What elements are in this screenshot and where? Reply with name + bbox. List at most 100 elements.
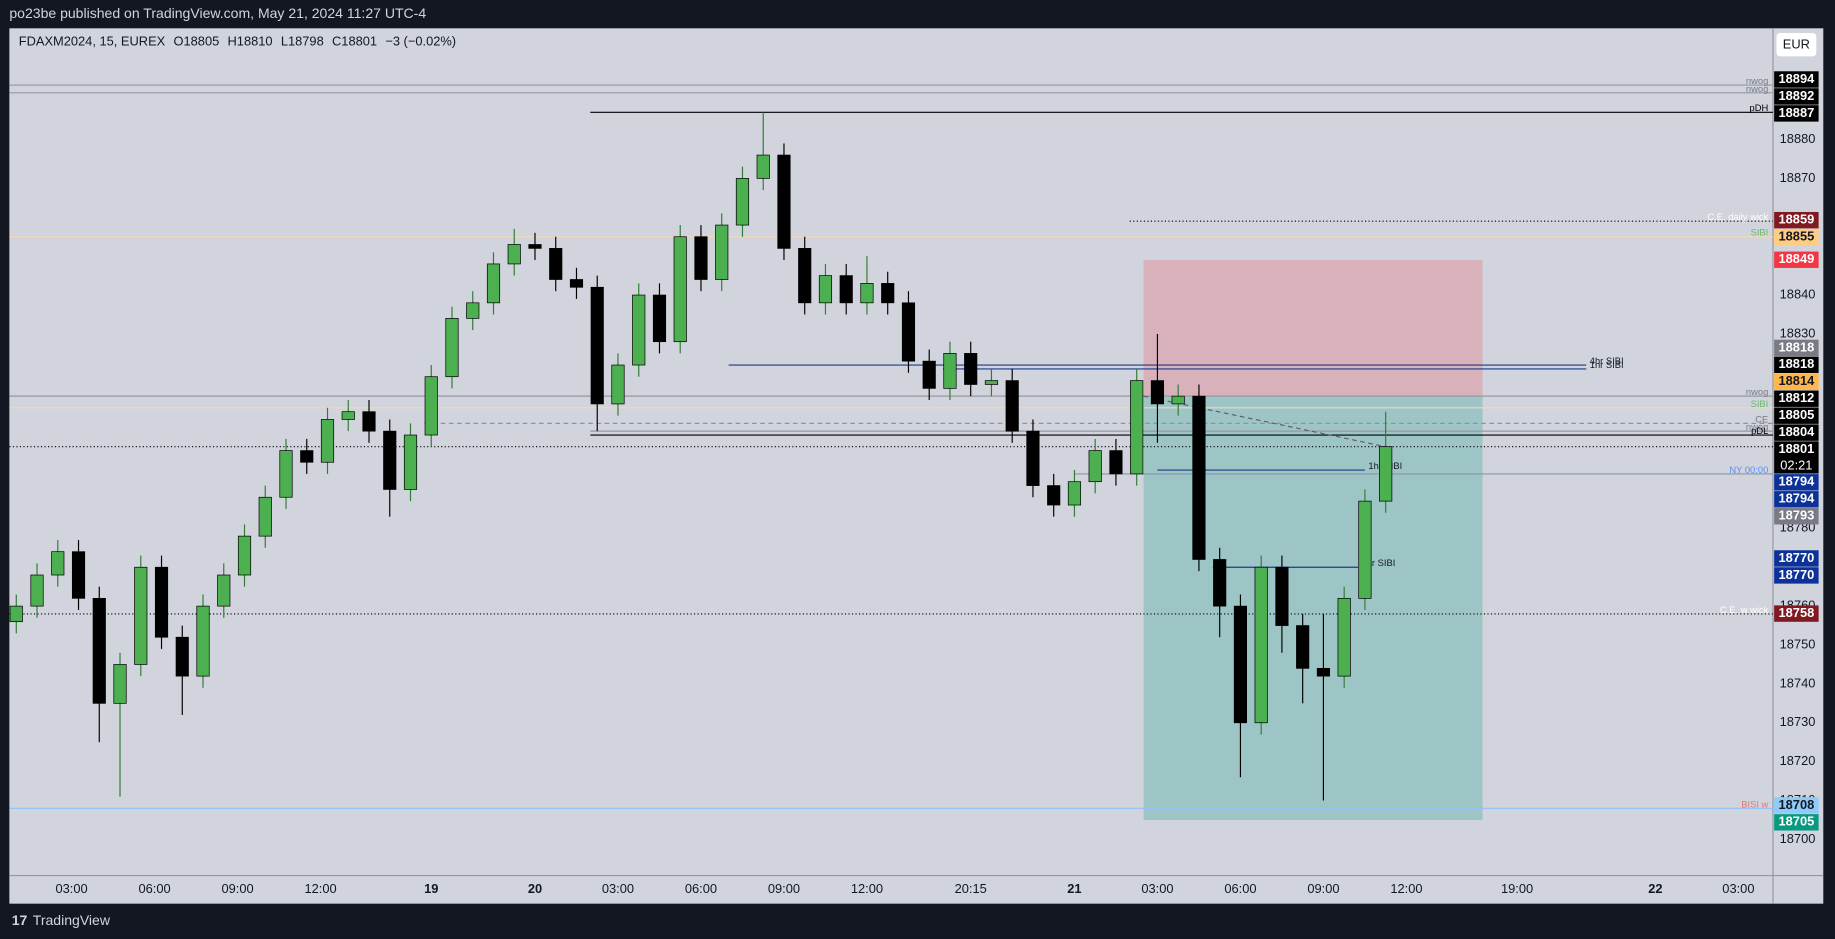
price-label: 18770 [1778,567,1814,582]
candle-body [1296,625,1310,669]
candle-body [279,450,293,498]
candle-body [196,605,210,677]
currency-label[interactable]: EUR [1783,37,1810,52]
x-tick-label: 06:00 [139,881,171,896]
candle-body [881,283,895,304]
price-label-box [1774,491,1819,508]
candle-body [113,664,127,704]
candle-body [175,636,189,677]
candle-body [466,302,480,319]
candle-body [984,380,999,385]
price-label: 18814 [1778,373,1815,388]
brand[interactable]: 17 TradingView [12,912,111,928]
level-label: nwog [1746,422,1768,432]
candle-body [1233,605,1248,724]
candle-body [1213,559,1227,607]
candle-body [1005,380,1019,432]
price-label-box [1774,550,1819,567]
level-label: C.E. daily wick [1707,212,1768,222]
candle-body [964,353,978,385]
candle-body [1254,566,1268,724]
x-tick-label: 22 [1648,881,1662,896]
level-label: pDH [1750,103,1769,113]
candle-body [258,496,272,537]
symbol-legend: FDAXM2024, 15, EUREX O18805 H18810 L1879… [19,34,456,49]
candle-body [30,574,44,607]
candle-body [943,353,957,389]
currency-box[interactable] [1776,32,1817,57]
candle-body [341,411,355,420]
x-tick-label: 09:00 [1307,881,1339,896]
price-label-box [1774,407,1819,424]
y-tick-label: 18720 [1780,753,1816,768]
publish-header: po23be published on TradingView.com, May… [9,5,426,21]
price-label-box [1774,373,1819,390]
candle-body [300,450,314,463]
candle-body [134,566,148,665]
price-label: 18894 [1778,71,1815,86]
y-tick-label: 18740 [1780,675,1816,690]
candle-body [154,566,169,638]
candle-body [922,360,936,389]
price-label-box [1774,105,1819,122]
price-label: 18758 [1778,605,1814,620]
bar-countdown: 02:21 [1780,457,1812,472]
brand-name[interactable]: TradingView [33,912,111,928]
axes: 1870018710187201873018740187501876018780… [56,71,1819,896]
chart-background [9,28,1824,904]
price-label-box [1774,390,1819,407]
level-label: 1hr SIBI [1590,360,1624,370]
candle-body [1067,481,1082,506]
price-label-box [1774,814,1819,831]
price-label-box [1774,71,1819,88]
candle-body [383,430,397,490]
candle-body [590,286,604,405]
change-value: −3 (−0.02%) [385,34,456,49]
price-label-box [1774,797,1819,814]
y-tick-label: 18830 [1780,325,1816,340]
level-label: pDL [1751,426,1768,436]
brand-logo[interactable]: 17 [12,912,28,928]
price-label: 18892 [1778,88,1814,103]
candle-body [1337,597,1351,677]
x-tick-label: 09:00 [222,881,254,896]
level-label: SIBI [1751,228,1769,238]
price-label-box [1774,251,1819,268]
candle-body [1171,395,1185,405]
level-label: C.E. w wick [1720,605,1769,615]
candle-body [818,275,833,304]
y-tick-label: 18730 [1780,714,1816,729]
candle-body [1130,380,1144,475]
price-label: 18793 [1778,508,1814,523]
price-label-box [1774,356,1819,374]
price-label: 18812 [1778,390,1814,405]
level-label: nwog [1746,84,1768,94]
price-label: 18849 [1778,251,1814,266]
candle-body [839,275,853,304]
x-tick-label: 19:00 [1501,881,1533,896]
price-label: 18794 [1778,474,1815,489]
level-label: NY 00:00 [1729,465,1768,475]
level-label: SIBI [1751,399,1769,409]
candle-body [569,279,584,288]
candle-body [777,154,791,249]
candle-body [237,535,252,576]
x-tick-label: 03:00 [1722,881,1754,896]
x-tick-label: 06:00 [685,881,717,896]
close-value: C18801 [332,34,377,49]
price-label-box [1774,474,1819,491]
x-tick-label: 19 [424,881,438,896]
level-label: nwog [1746,387,1768,397]
candle-body [798,248,812,304]
currency-button[interactable]: EUR [1776,32,1817,57]
open-value: O18805 [173,34,219,49]
x-tick-label: 20 [528,881,542,896]
candle-body [756,154,770,179]
position-path [1143,395,1386,448]
price-label: 18804 [1778,424,1815,439]
x-tick-label: 21 [1067,881,1081,896]
price-label: 18855 [1778,229,1814,244]
symbol: FDAXM2024, 15, EUREX [19,34,166,49]
candle-body [51,551,65,576]
